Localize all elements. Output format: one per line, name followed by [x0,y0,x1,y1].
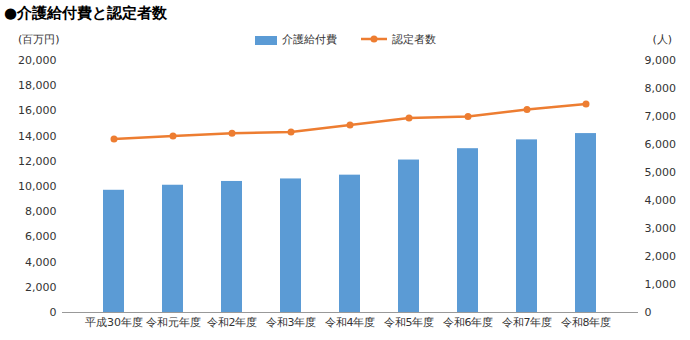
svg-text:6,000: 6,000 [645,138,677,151]
svg-text:令和8年度: 令和8年度 [561,316,612,329]
svg-text:8,000: 8,000 [25,205,57,218]
html-text:認定者数: 認定者数 [391,33,436,46]
svg-text:令和4年度: 令和4年度 [325,316,376,329]
svg-text:令和2年度: 令和2年度 [207,316,258,329]
svg-text:令和元年度: 令和元年度 [146,316,201,329]
svg-text:7,000: 7,000 [645,110,677,123]
svg-text:令和7年度: 令和7年度 [502,316,553,329]
svg-text:16,000: 16,000 [18,104,57,117]
svg-text:5,000: 5,000 [645,166,677,179]
svg-text:8,000: 8,000 [645,82,677,95]
svg-text:令和6年度: 令和6年度 [443,316,494,329]
html-text:(百万円): (百万円) [18,33,60,46]
svg-text:10,000: 10,000 [18,180,57,193]
svg-text:2,000: 2,000 [645,250,677,263]
svg-text:14,000: 14,000 [18,130,57,143]
svg-text:9,000: 9,000 [645,54,677,67]
svg-text:0: 0 [645,306,652,319]
svg-text:令和3年度: 令和3年度 [266,316,317,329]
svg-text:1,000: 1,000 [645,278,677,291]
svg-text:平成30年度: 平成30年度 [85,316,143,329]
svg-text:4,000: 4,000 [25,256,57,269]
svg-text:3,000: 3,000 [645,222,677,235]
svg-text:6,000: 6,000 [25,230,57,243]
svg-text:20,000: 20,000 [18,54,57,67]
svg-text:2,000: 2,000 [25,281,57,294]
html-text:介護給付費: 介護給付費 [281,33,337,46]
html-text:(人): (人) [652,33,672,46]
svg-text:18,000: 18,000 [18,79,57,92]
svg-text:4,000: 4,000 [645,194,677,207]
html-text:●介護給付費と認定者数: ●介護給付費と認定者数 [4,4,168,22]
svg-text:令和5年度: 令和5年度 [384,316,435,329]
svg-text:0: 0 [50,306,57,319]
svg-text:12,000: 12,000 [18,155,57,168]
